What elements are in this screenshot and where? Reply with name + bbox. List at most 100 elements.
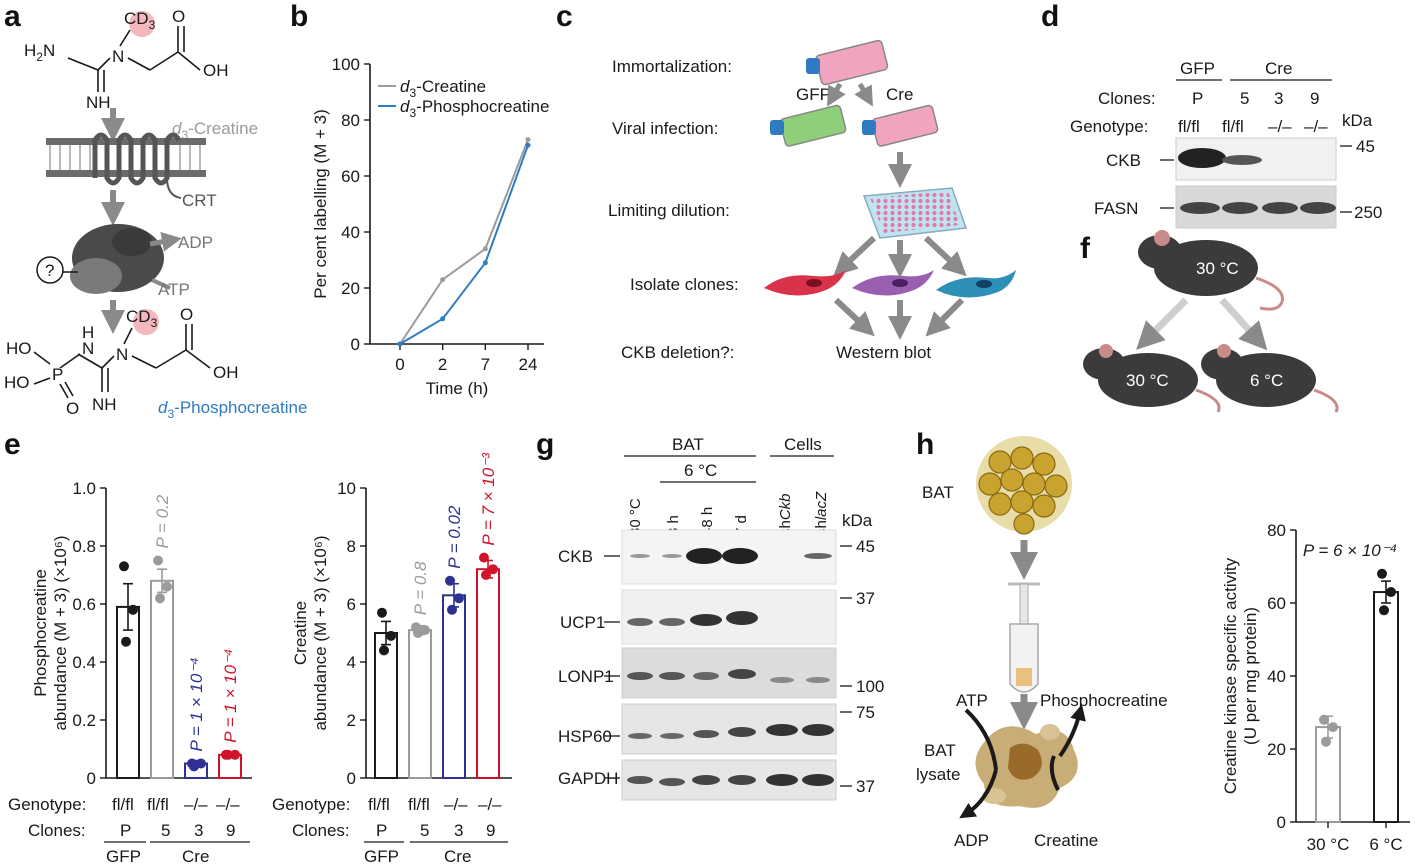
blot-fasn bbox=[1175, 185, 1337, 229]
clone-5: 5 bbox=[1240, 89, 1249, 108]
mouse-icon: 30 °C bbox=[1083, 344, 1221, 413]
y-tick-label: 0.4 bbox=[72, 653, 96, 672]
kda-label: kDa bbox=[1342, 111, 1373, 130]
crt-label: CRT bbox=[182, 191, 217, 210]
atom-n: N bbox=[112, 47, 124, 66]
data-point bbox=[482, 246, 488, 252]
y-tick-label: 0.8 bbox=[72, 537, 96, 556]
header-cells: Cells bbox=[784, 435, 822, 454]
y-axis-label: Per cent labelling (M + 3) bbox=[311, 109, 330, 298]
group-gfp: GFP bbox=[106, 847, 141, 866]
bat-label: BAT bbox=[922, 483, 954, 502]
well-plate-icon bbox=[862, 187, 968, 239]
y-axis-label: Creatine bbox=[291, 601, 310, 665]
blot-lonp1 bbox=[621, 647, 837, 699]
fat-tissue-icon bbox=[976, 436, 1072, 535]
data-point bbox=[413, 628, 423, 638]
data-point bbox=[121, 636, 131, 647]
header-bat: BAT bbox=[672, 435, 704, 454]
panel-d: GFP Cre Clones: P 5 3 9 Genotype: fl/fl … bbox=[1070, 59, 1382, 229]
band-ckb: CKB bbox=[558, 547, 593, 566]
blot-ucp1 bbox=[621, 589, 837, 645]
phosphocreatine-structure: CD3 N O OH NH H N P HO HO O bbox=[4, 305, 239, 418]
bat-lysate-label: BAT bbox=[924, 741, 956, 760]
genotype-1: fl/fl bbox=[112, 795, 134, 814]
blot-gapdh bbox=[621, 759, 837, 801]
data-point bbox=[1377, 568, 1387, 579]
panel-label-c: c bbox=[556, 0, 573, 33]
panel-c: Immortalization: Viral infection: Limiti… bbox=[608, 39, 1016, 362]
data-point bbox=[397, 341, 403, 347]
genotype-4: –/– bbox=[478, 795, 502, 814]
y-tick-label: 20 bbox=[341, 279, 360, 298]
marker-100: 100 bbox=[856, 677, 884, 696]
genotype-label: Genotype: bbox=[8, 795, 86, 814]
atom-nh: NH bbox=[86, 93, 111, 112]
membrane-transporter: CRT bbox=[46, 132, 217, 210]
bar bbox=[476, 568, 500, 780]
clone-3: 3 bbox=[194, 821, 203, 840]
genotype-label: Genotype: bbox=[1070, 117, 1148, 136]
panel-label-f: f bbox=[1080, 232, 1091, 265]
legend-entry: d3-Creatine bbox=[400, 77, 486, 100]
question-mark: ? bbox=[45, 261, 54, 280]
temp-right: 6 °C bbox=[1250, 371, 1283, 390]
y-tick-label: 40 bbox=[341, 223, 360, 242]
series-line bbox=[399, 144, 529, 345]
data-point bbox=[1319, 714, 1329, 725]
chart-b: 0 20 40 60 80 100 0 2 7 24 Time (h) Per cent labell… bbox=[311, 55, 549, 398]
lysate-icon bbox=[975, 724, 1078, 808]
y-tick-label: 80 bbox=[341, 111, 360, 130]
p-value-label: P = 1 × 10⁻⁴ bbox=[221, 649, 240, 743]
y-tick-label: 0.6 bbox=[72, 595, 96, 614]
data-point bbox=[1379, 605, 1389, 616]
western-blot-label: Western blot bbox=[836, 343, 931, 362]
panel-label-a: a bbox=[4, 0, 21, 33]
y-tick-label: 80 bbox=[1267, 521, 1286, 540]
bar bbox=[408, 629, 432, 779]
chart-e-creatine: 0 2 4 6 8 10 Creatine abundance (M + 3) (×10⁶) P… bbox=[291, 452, 512, 788]
svg-text:d3-Creatine: d3-Creatine bbox=[172, 119, 258, 142]
y-tick-label: 20 bbox=[1267, 740, 1286, 759]
bar bbox=[116, 605, 140, 780]
clone-3: 3 bbox=[1274, 89, 1283, 108]
legend-entry: d3-Phosphocreatine bbox=[400, 97, 549, 120]
marker-37b: 37 bbox=[856, 777, 875, 796]
lane-shlacz-gene: lacZ bbox=[813, 491, 830, 520]
atom-nh: NH bbox=[92, 395, 117, 414]
genotype-1: fl/fl bbox=[1178, 117, 1200, 136]
genotype-label: Genotype: bbox=[272, 795, 350, 814]
lane-48h: 48 h bbox=[699, 507, 716, 536]
atom-h: H bbox=[82, 323, 94, 342]
creatine-label: Creatine bbox=[1034, 831, 1098, 850]
panel-h: BAT ATP Phosphocrea bbox=[916, 436, 1168, 850]
y-tick-label: 0 bbox=[1277, 813, 1286, 832]
panel-a: CD3 N O OH H2N NH d3-Creatine bbox=[4, 7, 307, 421]
lane-shckb-gene: Ckb bbox=[777, 493, 794, 520]
data-point bbox=[1328, 722, 1338, 733]
y-axis-label: Phosphocreatine bbox=[31, 569, 50, 697]
cre-label: Cre bbox=[886, 85, 913, 104]
genotype-2: fl/fl bbox=[147, 795, 169, 814]
data-point bbox=[1386, 587, 1396, 598]
clone-9: 9 bbox=[226, 821, 235, 840]
svg-text:d3-Phosphocreatine: d3-Phosphocreatine bbox=[158, 398, 307, 421]
data-point bbox=[454, 593, 464, 604]
clone-5: 5 bbox=[420, 821, 429, 840]
data-point bbox=[162, 581, 172, 592]
band-gapdh: GAPDH bbox=[558, 769, 618, 788]
cell-clones bbox=[764, 270, 1016, 298]
atom-o: O bbox=[180, 305, 193, 324]
x-tick-label: 30 °C bbox=[1307, 835, 1350, 854]
data-point bbox=[386, 630, 396, 641]
atom-p: P bbox=[52, 365, 63, 384]
data-point bbox=[189, 761, 199, 772]
group-cre: Cre bbox=[182, 847, 209, 866]
y-tick-label: 10 bbox=[337, 479, 356, 498]
clones-label: Clones: bbox=[28, 821, 86, 840]
y-tick-label: 40 bbox=[1267, 667, 1286, 686]
header-gfp: GFP bbox=[1180, 59, 1215, 78]
bar bbox=[1373, 591, 1399, 823]
y-tick-label: 60 bbox=[1267, 594, 1286, 613]
marker-75: 75 bbox=[856, 703, 875, 722]
